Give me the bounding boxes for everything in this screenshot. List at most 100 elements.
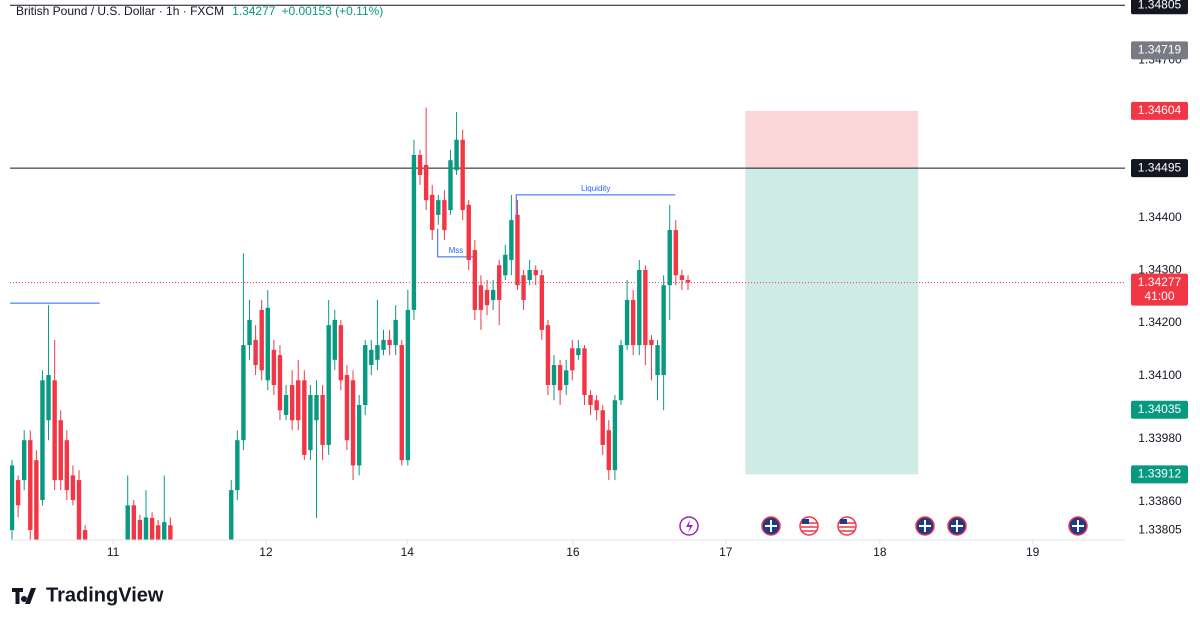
candle-body (594, 400, 599, 411)
candle-body (484, 289, 490, 306)
y-tick-label: 1.34200 (1138, 315, 1182, 329)
candle-body (356, 405, 362, 466)
candle-body (350, 380, 356, 466)
candle-body (76, 480, 82, 540)
candle-body (40, 380, 45, 501)
candle-body (624, 299, 630, 346)
candle-body (600, 410, 605, 445)
candle-body (582, 348, 587, 396)
candle-body (277, 355, 283, 411)
candle-body (125, 505, 130, 540)
candle-body (283, 395, 289, 415)
candle-body (326, 325, 331, 445)
y-tick-label: 1.34100 (1138, 368, 1182, 382)
candle-body (430, 194, 435, 231)
candle-body (229, 490, 234, 540)
price-tag (1131, 273, 1188, 306)
candle-body (655, 345, 660, 376)
last-price: 1.34277 (232, 4, 276, 18)
candle-body (46, 375, 51, 421)
candle-body (509, 220, 514, 261)
candle-body (52, 380, 57, 481)
candle-body (521, 275, 526, 300)
x-tick-label: 11 (107, 545, 120, 559)
candle-body (137, 520, 143, 540)
candle-body (417, 154, 423, 175)
candle-body (302, 380, 307, 455)
candle-body (34, 460, 39, 540)
price-tag (1131, 0, 1188, 15)
candle-body (643, 270, 648, 346)
candle-body (344, 375, 350, 441)
candle-body (399, 345, 404, 461)
candle-body (472, 250, 478, 310)
candle-body (618, 345, 624, 401)
candle-body (661, 285, 666, 376)
event-icons[interactable] (679, 516, 1088, 536)
candle-body (466, 204, 471, 261)
plot-area: Liquidity Mss (10, 4, 1125, 540)
y-tick-label: 1.33805 (1138, 523, 1182, 537)
candle-body (515, 214, 520, 286)
price-tag-label: 1.34604 (1138, 103, 1182, 117)
candle-body (405, 309, 411, 461)
x-tick-label: 18 (873, 545, 887, 559)
candle-body (460, 139, 465, 211)
x-tick-label: 17 (719, 545, 733, 559)
x-tick-label: 16 (566, 545, 580, 559)
price-tag-label: 1.33912 (1138, 467, 1182, 481)
candle-body (503, 254, 508, 276)
y-tick-label: 1.34400 (1138, 210, 1182, 224)
candle-body (673, 230, 679, 276)
candle-body (58, 420, 63, 481)
candle-body (563, 370, 569, 386)
candle-body (70, 475, 76, 501)
y-tick-label: 1.34300 (1138, 263, 1182, 277)
candle-body (241, 345, 246, 441)
candle-body (649, 339, 654, 346)
candle-body (436, 200, 441, 215)
candle-body (606, 430, 612, 471)
target-zone (745, 168, 919, 475)
candle-body (289, 385, 295, 421)
candle-body (490, 289, 496, 300)
candle-body (411, 154, 417, 310)
candle-body (533, 270, 538, 276)
candle-body (308, 395, 313, 451)
candle-body (28, 440, 33, 531)
y-tick-label: 1.33860 (1138, 494, 1182, 508)
stop-zone (745, 110, 919, 169)
candle-body (630, 299, 636, 346)
price-change: +0.00153 (+0.11%) (281, 4, 383, 18)
price-tag-label: 1.34035 (1138, 402, 1182, 416)
y-tick-label: 1.33980 (1138, 431, 1182, 445)
candle-body (679, 275, 685, 280)
candle-body (162, 522, 167, 540)
price-tag-label: 1.34805 (1138, 0, 1182, 11)
candle-body (393, 319, 398, 346)
x-tick-label: 12 (259, 545, 273, 559)
candle-body (259, 309, 264, 371)
candle-body (296, 380, 301, 421)
brand-name: TradingView (46, 584, 164, 606)
candle-body (149, 517, 155, 540)
event-icon (686, 520, 693, 533)
candle-body (155, 525, 161, 540)
candle-body (271, 349, 277, 386)
candle-body (369, 349, 374, 366)
candle-body (478, 285, 484, 310)
annotation-label: Mss (449, 246, 464, 255)
candle-body (570, 348, 575, 371)
x-tick-label: 14 (401, 545, 415, 559)
price-tag-label: 1.34277 (1138, 275, 1182, 289)
annotation-label: Liquidity (581, 184, 610, 193)
candle-body (612, 400, 618, 471)
candle-body (685, 279, 691, 283)
candle-body (82, 530, 88, 540)
candle-body (637, 270, 642, 346)
candle-body (363, 345, 368, 405)
x-tick-label: 19 (1026, 545, 1040, 559)
countdown: 41:00 (1144, 289, 1174, 303)
flag-cross (765, 520, 1084, 532)
annotation-line (515, 194, 676, 217)
